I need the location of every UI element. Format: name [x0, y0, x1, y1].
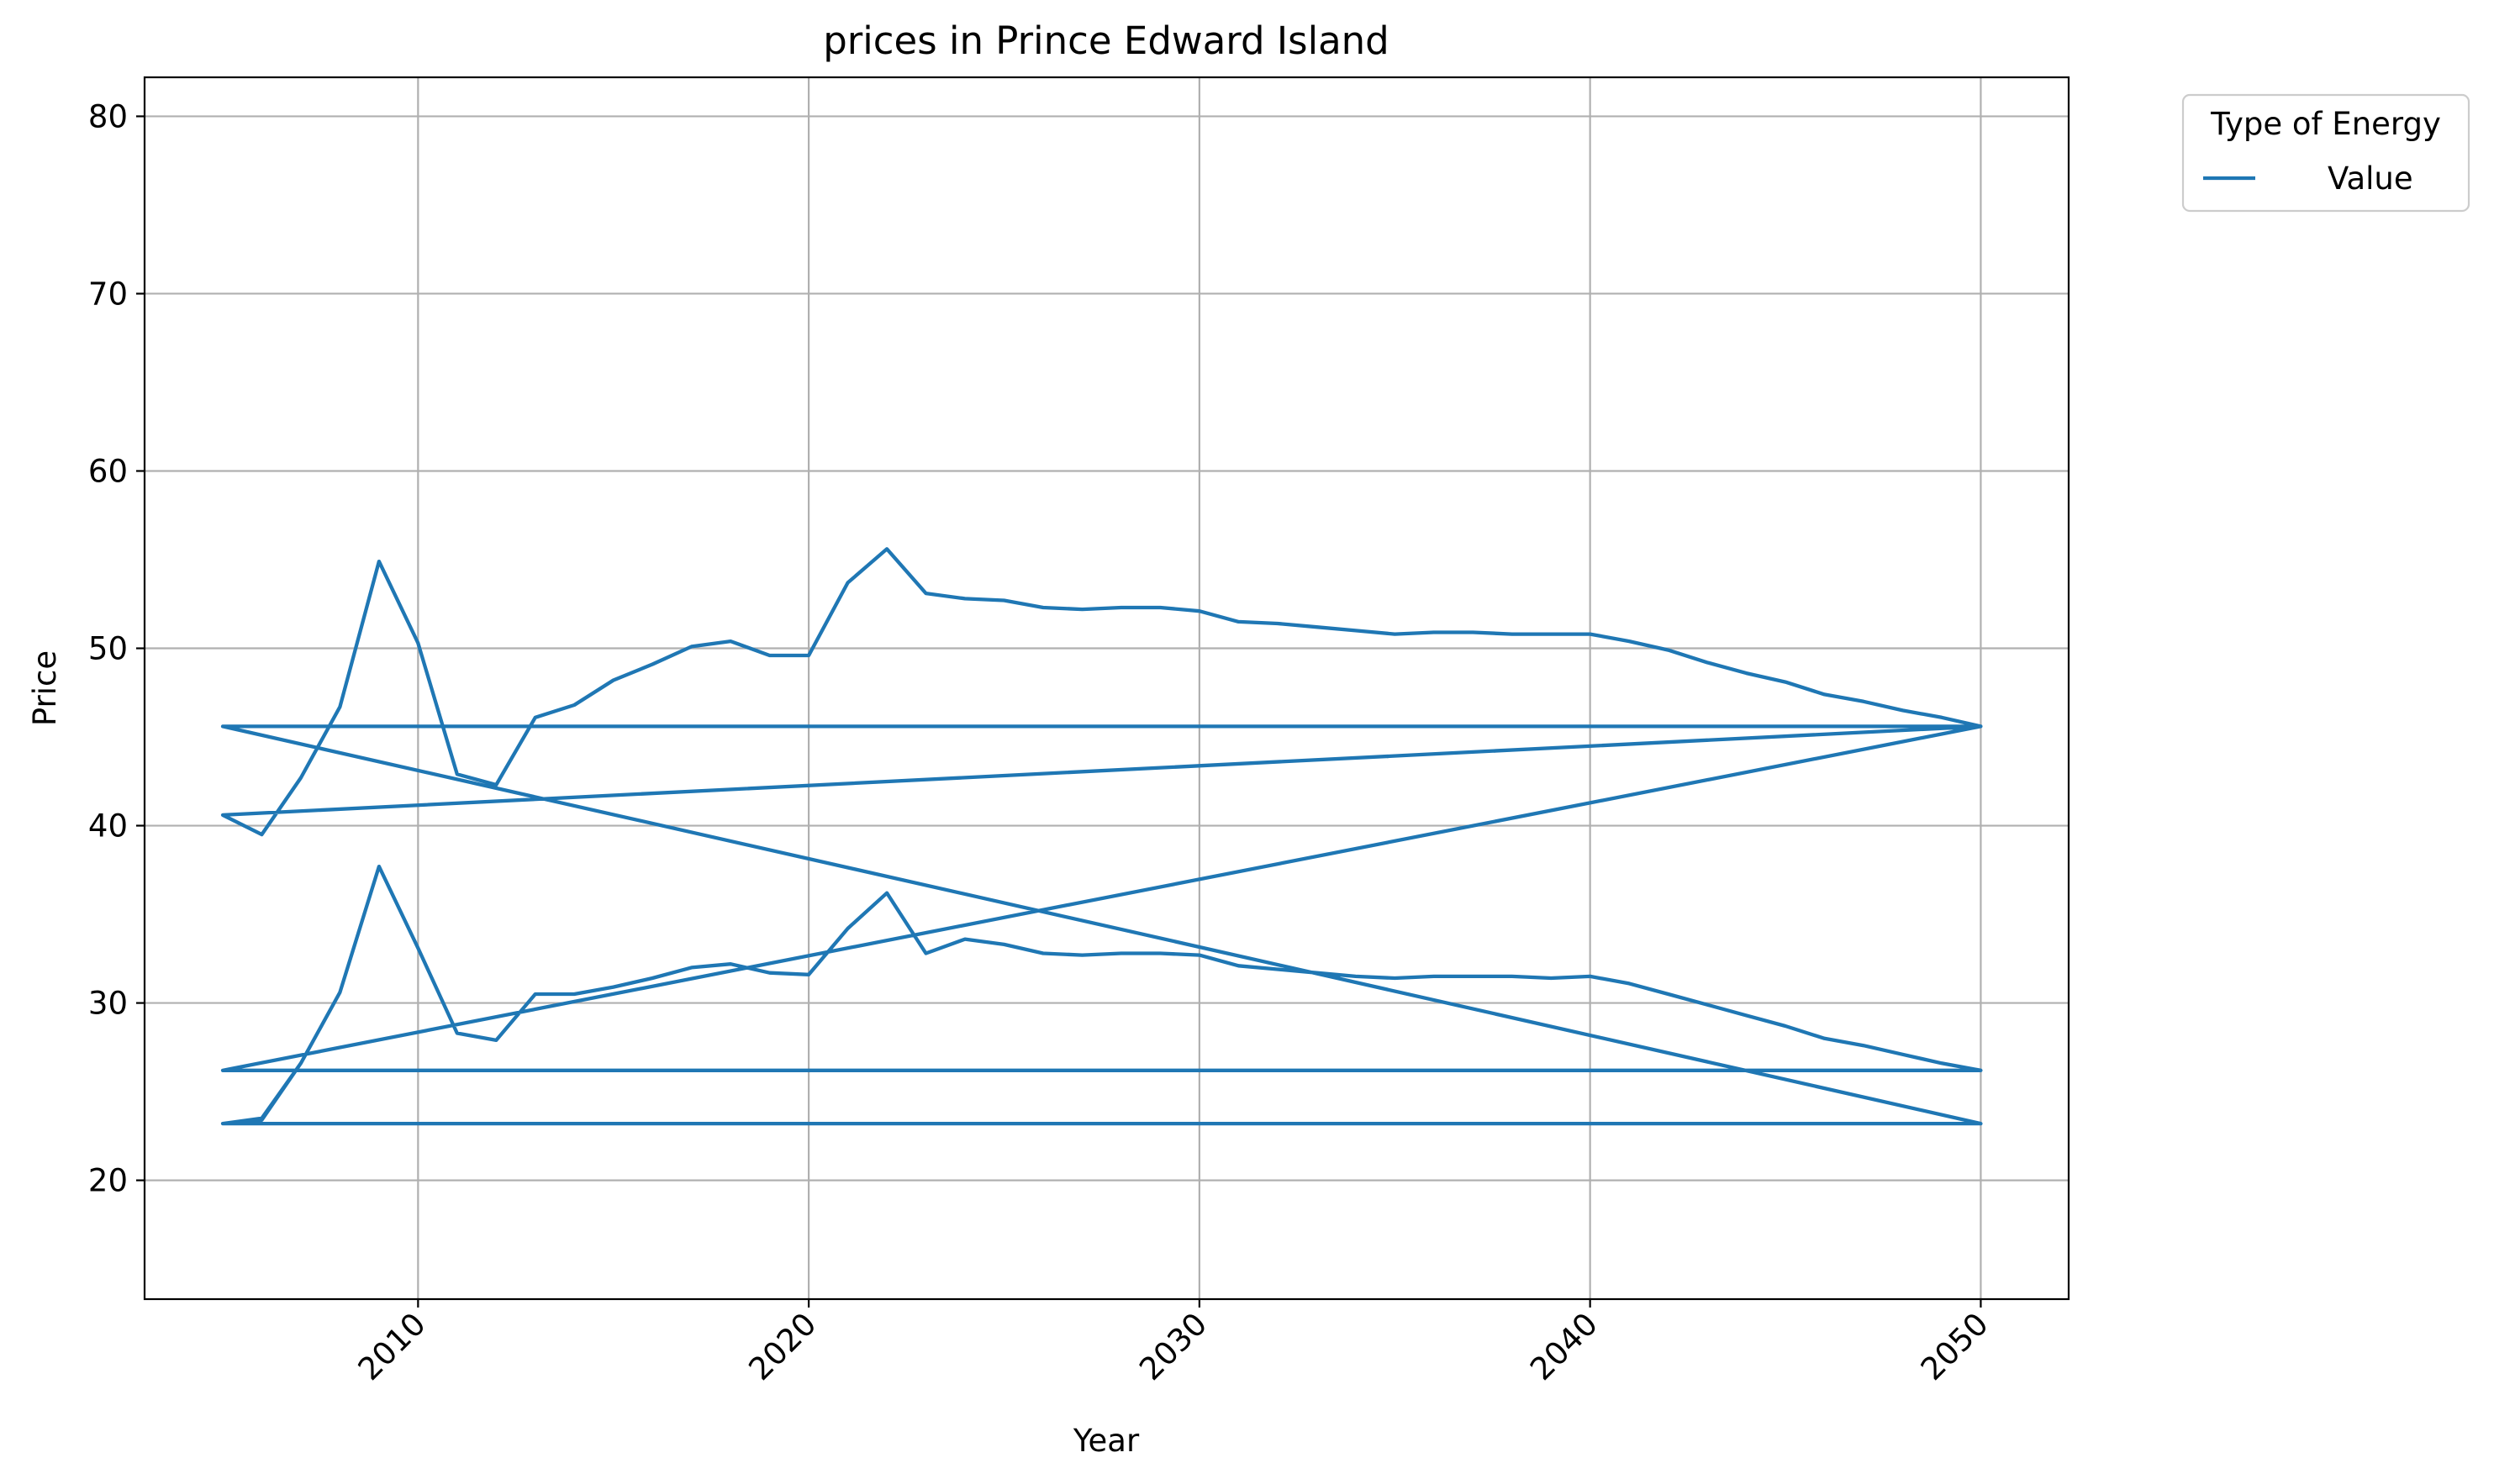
- chart-title: prices in Prince Edward Island: [823, 18, 1389, 63]
- legend: Type of Energy Value: [2181, 93, 2470, 213]
- y-axis: 20 30 40 50 60 70 80: [88, 98, 145, 1199]
- y-tick-label: 20: [88, 1163, 128, 1199]
- y-tick-label: 60: [88, 453, 128, 489]
- series-line-value: [220, 547, 1983, 1126]
- legend-label-value: Value: [2328, 161, 2413, 197]
- plot-series: [220, 547, 1983, 1126]
- plot-area-frame: [143, 76, 2070, 1301]
- legend-title: Type of Energy: [2210, 106, 2441, 142]
- y-tick-label: 30: [88, 986, 128, 1022]
- grid-lines: [145, 77, 2069, 1299]
- x-axis-title: Year: [1073, 1423, 1140, 1459]
- y-tick-label: 40: [88, 808, 128, 845]
- legend-box: [2181, 93, 2470, 213]
- y-axis-title: Price: [27, 650, 63, 726]
- y-tick-label: 80: [88, 98, 128, 134]
- y-tick-label: 70: [88, 276, 128, 312]
- y-tick-label: 50: [88, 631, 128, 667]
